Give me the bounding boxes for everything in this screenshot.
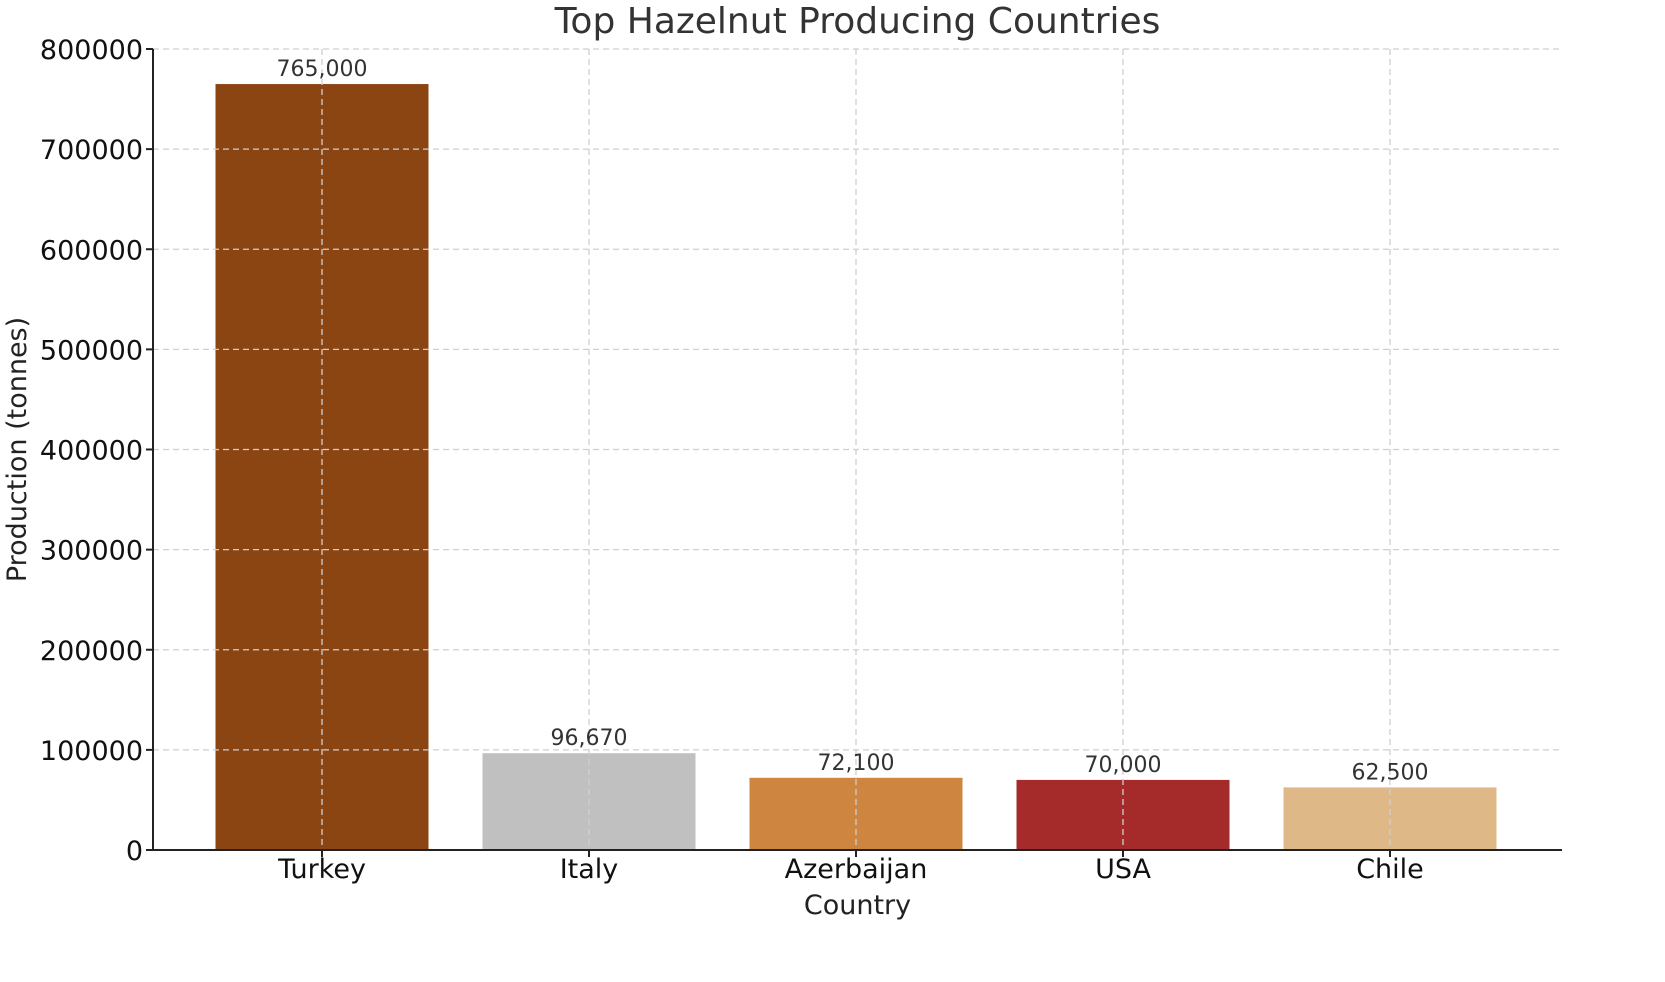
x-tick-label-azerbaijan: Azerbaijan: [785, 854, 928, 885]
grid: [153, 48, 1562, 850]
value-label-turkey: 765,000: [277, 57, 368, 82]
y-axis-label: Production (tonnes): [2, 317, 33, 582]
x-axis-label: Country: [804, 890, 911, 921]
x-tick-label-italy: Italy: [560, 854, 619, 885]
y-tick-label: 700000: [40, 135, 143, 166]
y-tick-label: 800000: [40, 35, 143, 66]
bar-turkey: [215, 84, 429, 850]
value-label-usa: 70,000: [1085, 753, 1162, 778]
y-tick-label: 0: [126, 836, 143, 867]
y-tick-label: 600000: [40, 235, 143, 266]
value-label-italy: 96,670: [551, 726, 628, 751]
x-ticks: Turkey Italy Azerbaijan USA Chile: [277, 850, 1424, 885]
y-tick-label: 500000: [40, 335, 143, 366]
bars: [215, 84, 1497, 850]
x-tick-label-turkey: Turkey: [277, 854, 366, 885]
value-label-azerbaijan: 72,100: [818, 751, 895, 776]
value-labels: 765,000 96,670 72,100 70,000 62,500: [277, 57, 1429, 785]
y-ticks: 0 100000 200000 300000 400000 500000 600000 700…: [40, 35, 153, 867]
y-tick-label: 400000: [40, 436, 143, 467]
y-tick-label: 200000: [40, 636, 143, 667]
x-tick-label-chile: Chile: [1356, 854, 1424, 885]
y-tick-label: 300000: [40, 536, 143, 567]
y-tick-label: 100000: [40, 736, 143, 767]
value-label-chile: 62,500: [1352, 760, 1429, 785]
chart-title: Top Hazelnut Producing Countries: [554, 1, 1161, 42]
x-tick-label-usa: USA: [1095, 854, 1151, 885]
